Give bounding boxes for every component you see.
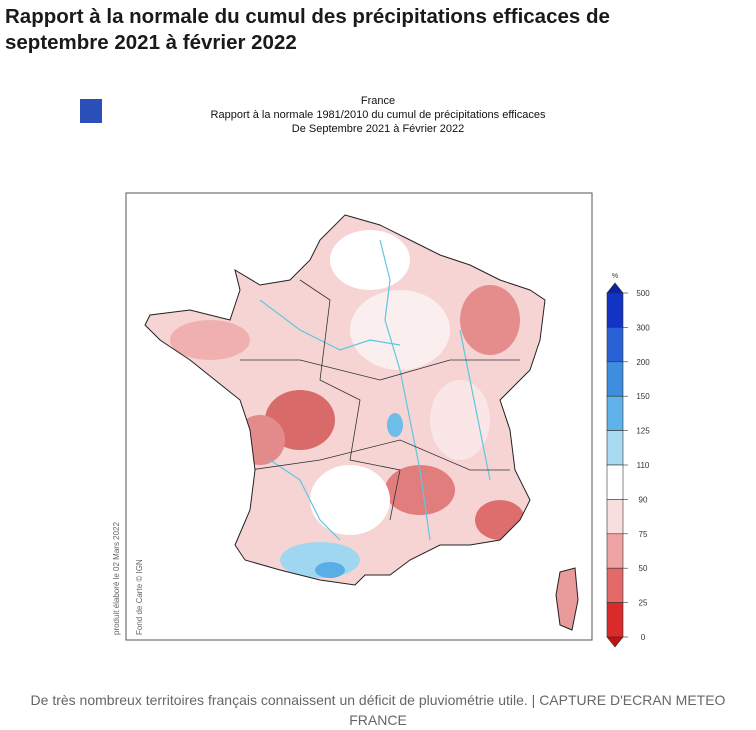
legend-tick-label: 50: [639, 564, 648, 573]
legend-tick-label: 25: [639, 599, 648, 608]
colorbar-segment: [606, 533, 624, 569]
colorbar-segment: [606, 361, 624, 397]
map-header: France: [361, 95, 395, 107]
legend-tick-label: 110: [637, 461, 650, 470]
map-figure: % 500 300 200 150 125 110 90 75 50 25 0 France Rappo…: [80, 95, 650, 648]
colorbar: % 500 300 200 150 125 110 90 75 50 25 0: [606, 273, 650, 648]
logo: [80, 99, 102, 123]
legend-unit: %: [612, 273, 618, 280]
colorbar-segment: [606, 602, 624, 638]
colorbar-segment: [606, 327, 624, 363]
legend-tick-label: 90: [639, 495, 648, 504]
colorbar-segment: [606, 430, 624, 466]
caption: De très nombreux territoires français co…: [30, 692, 726, 728]
colorbar-segment: [606, 499, 624, 535]
credit: produit élaboré le 02 Mars 2022: [112, 521, 121, 635]
legend-tick-label: 75: [639, 530, 648, 539]
colorbar-arrow: [606, 636, 624, 648]
legend-tick-label: 125: [636, 427, 650, 436]
map-header: De Septembre 2021 à Février 2022: [292, 123, 464, 135]
legend-tick-label: 200: [636, 358, 650, 367]
colorbar-segment: [606, 395, 624, 431]
colorbar-arrow: [606, 282, 624, 294]
legend-tick-label: 300: [636, 323, 650, 332]
colorbar-segment: [606, 292, 624, 328]
credit: Fond de Carte © IGN: [135, 559, 144, 635]
colorbar-segment: [606, 464, 624, 500]
article-title: Rapport à la normale du cumul des précip…: [5, 5, 610, 54]
corsica: [555, 567, 579, 631]
colorbar-segment: [606, 567, 624, 603]
legend-tick-label: 0: [641, 633, 646, 642]
map-header: Rapport à la normale 1981/2010 du cumul …: [211, 109, 546, 121]
legend-tick-label: 150: [636, 392, 650, 401]
legend-tick-label: 500: [636, 289, 650, 298]
